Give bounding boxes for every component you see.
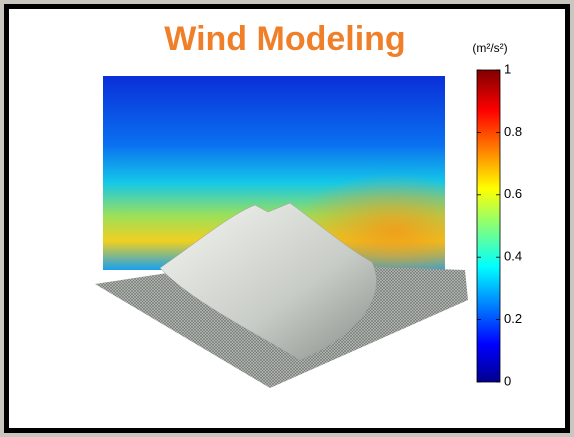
colorbar-tick-label: 1 [504,61,511,76]
mountain [159,202,377,361]
colorbar-tick-label: 0.4 [504,249,522,264]
colorbar-tick-label: 0.6 [504,186,522,201]
colorbar [476,69,501,383]
colorbar-tick-label: 0.2 [504,311,522,326]
colorbar-tick-label: 0.8 [504,124,522,139]
colorbar-label: (m²/s²) [472,41,507,55]
title: Wind Modeling [164,20,405,58]
colorbar-tick-label: 0 [504,373,511,388]
